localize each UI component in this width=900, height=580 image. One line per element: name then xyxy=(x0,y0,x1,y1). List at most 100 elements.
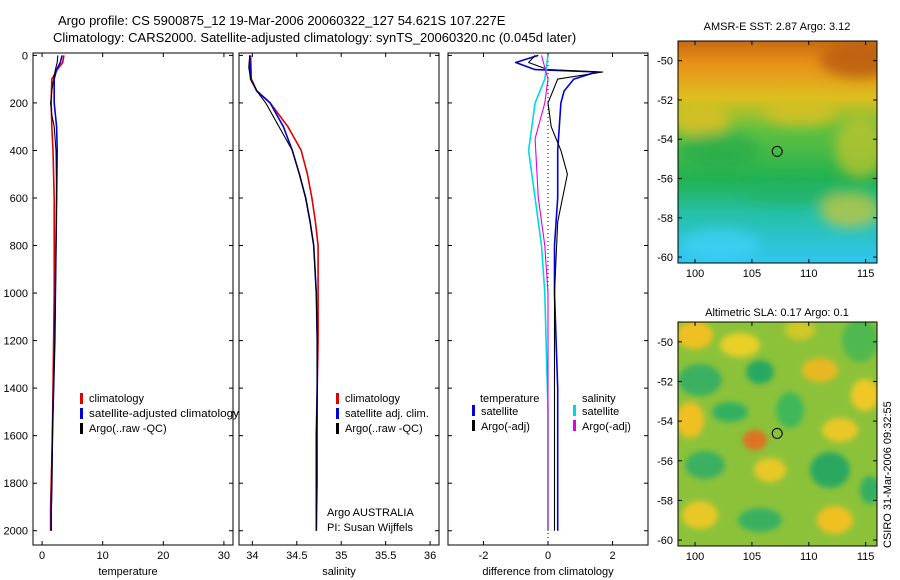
map-xtick-label: 105 xyxy=(743,268,761,280)
legend-swatch-temp-argo xyxy=(472,420,475,431)
legend-label-argo: Argo(..raw -QC) xyxy=(89,423,167,435)
map-xtick-label: 105 xyxy=(743,551,761,563)
ytick-label: 1000 xyxy=(4,288,28,300)
sst-map-title: AMSR-E SST: 2.87 Argo: 3.12 xyxy=(704,21,851,33)
map-xtick-label: 100 xyxy=(686,268,704,280)
temperature-panel: 0 10 20 30 0 200 400 600 800 1000 1200 1400 1600 1800… xyxy=(4,50,240,578)
map-ytick-label: -50 xyxy=(657,56,673,68)
figure-title-line1: Argo profile: CS 5900875_12 19-Mar-2006 … xyxy=(58,13,506,28)
legend-label-sal-satellite: satellite xyxy=(582,406,619,418)
map-xtick-label: 110 xyxy=(800,268,818,280)
salinity-xlabel: salinity xyxy=(322,566,356,578)
xtick-label: -2 xyxy=(479,550,489,562)
map-ytick-label: -56 xyxy=(657,456,673,468)
temperature-ticks: 0 10 20 30 0 200 400 600 800 1000 1200 1400 1600 1800… xyxy=(4,50,233,562)
legend-heading-salinity: salinity xyxy=(582,393,616,405)
map-xtick-label: 115 xyxy=(857,268,875,280)
ytick-label: 1600 xyxy=(4,431,28,443)
ytick-label: 0 xyxy=(22,50,28,62)
sla-map-panel: Altimetric SLA: 0.17 Argo: 0.1 xyxy=(657,307,878,563)
legend-swatch-climatology xyxy=(336,393,339,404)
difference-panel: -2 0 2 temperature satellite Argo(-adj) sa… xyxy=(447,52,649,578)
series-salinity-satellite xyxy=(527,55,549,531)
ytick-label: 400 xyxy=(10,145,28,157)
salinity-legend: climatology satellite adj. clim. Argo(..… xyxy=(336,393,429,435)
ytick-label: 1400 xyxy=(4,383,28,395)
xtick-label: 0 xyxy=(39,550,45,562)
legend-swatch-climatology xyxy=(80,393,83,404)
xtick-label: 0 xyxy=(545,550,551,562)
series-temperature-argo-adj- xyxy=(528,55,604,531)
xtick-label: 34 xyxy=(246,550,258,562)
temperature-axes-frame xyxy=(32,52,234,546)
figure-title-line2: Climatology: CARS2000. Satellite-adjuste… xyxy=(53,30,576,45)
legend-label-satellite: satellite-adjusted climatology xyxy=(89,408,240,420)
temperature-legend: climatology satellite-adjusted climatolo… xyxy=(80,393,240,435)
legend-swatch-argo xyxy=(336,423,339,434)
legend-label-climatology: climatology xyxy=(345,393,401,405)
series-salinity-argo-adj- xyxy=(534,55,549,531)
legend-swatch-satellite xyxy=(336,408,339,419)
sst-map-frame xyxy=(677,40,878,264)
sst-ticks: 100 105 110 115 -50 -52 -54 -56 -58 -60 xyxy=(657,41,877,280)
annotation-argo-australia: Argo AUSTRALIA xyxy=(327,507,414,519)
map-ytick-label: -54 xyxy=(657,134,673,146)
map-ytick-label: -60 xyxy=(657,252,673,264)
series-argo-raw-qc- xyxy=(248,55,318,531)
sla-map-title: Altimetric SLA: 0.17 Argo: 0.1 xyxy=(705,307,849,319)
map-xtick-label: 110 xyxy=(800,551,818,563)
salinity-panel: 34 34.5 35 35.5 36 climatology satellite adj… xyxy=(238,52,440,578)
salinity-series xyxy=(248,55,319,531)
legend-swatch-temp-satellite xyxy=(472,405,475,416)
map-ytick-label: -60 xyxy=(657,535,673,547)
annotation-pi-name: PI: Susan Wijffels xyxy=(327,522,413,534)
sst-map-panel: AMSR-E SST: 2.87 Argo: 3.12 100 105 110 115… xyxy=(657,21,878,280)
xtick-label: 2 xyxy=(609,550,615,562)
map-ytick-label: -58 xyxy=(657,213,673,225)
sla-ticks: 100 105 110 115 -50 -52 -54 -56 -58 -60 xyxy=(657,322,877,563)
sla-argo-location-marker xyxy=(771,427,783,439)
xtick-label: 30 xyxy=(218,550,230,562)
series-argo-raw-qc- xyxy=(50,55,59,531)
legend-swatch-sal-argo xyxy=(573,420,576,431)
xtick-label: 36 xyxy=(424,550,436,562)
map-xtick-label: 115 xyxy=(857,551,875,563)
ytick-label: 1200 xyxy=(4,336,28,348)
ytick-label: 2000 xyxy=(4,526,28,538)
ytick-label: 1800 xyxy=(4,478,28,490)
legend-heading-temperature: temperature xyxy=(480,393,539,405)
legend-label-temp-argo: Argo(-adj) xyxy=(481,421,530,433)
salinity-ticks: 34 34.5 35 35.5 36 xyxy=(239,53,439,562)
map-ytick-label: -54 xyxy=(657,416,673,428)
legend-swatch-argo xyxy=(80,423,83,434)
sla-heatmap xyxy=(678,322,877,546)
xtick-label: 20 xyxy=(157,550,169,562)
legend-label-argo: Argo(..raw -QC) xyxy=(345,423,423,435)
difference-series xyxy=(514,54,604,531)
temperature-series xyxy=(49,55,65,531)
map-ytick-label: -56 xyxy=(657,174,673,186)
temperature-xlabel: temperature xyxy=(98,566,157,578)
sst-heatmap xyxy=(678,41,877,263)
ytick-label: 600 xyxy=(10,193,28,205)
map-ytick-label: -58 xyxy=(657,495,673,507)
map-xtick-label: 100 xyxy=(686,551,704,563)
credit-label: CSIRO 31-Mar-2006 09:32:55 xyxy=(882,401,894,548)
xtick-label: 10 xyxy=(97,550,109,562)
legend-label-sal-argo: Argo(-adj) xyxy=(582,421,631,433)
legend-label-temp-satellite: satellite xyxy=(481,406,518,418)
map-ytick-label: -50 xyxy=(657,337,673,349)
legend-label-climatology: climatology xyxy=(89,393,145,405)
difference-xlabel: difference from climatology xyxy=(482,566,614,578)
map-ytick-label: -52 xyxy=(657,95,673,107)
legend-label-satellite: satellite adj. clim. xyxy=(345,408,429,420)
legend-swatch-satellite xyxy=(80,408,83,419)
ytick-label: 800 xyxy=(10,241,28,253)
sst-argo-location-marker xyxy=(771,145,783,157)
xtick-label: 35 xyxy=(335,550,347,562)
ytick-label: 200 xyxy=(10,98,28,110)
xtick-label: 34.5 xyxy=(286,550,307,562)
salinity-axes-frame xyxy=(238,52,440,546)
map-ytick-label: -52 xyxy=(657,376,673,388)
